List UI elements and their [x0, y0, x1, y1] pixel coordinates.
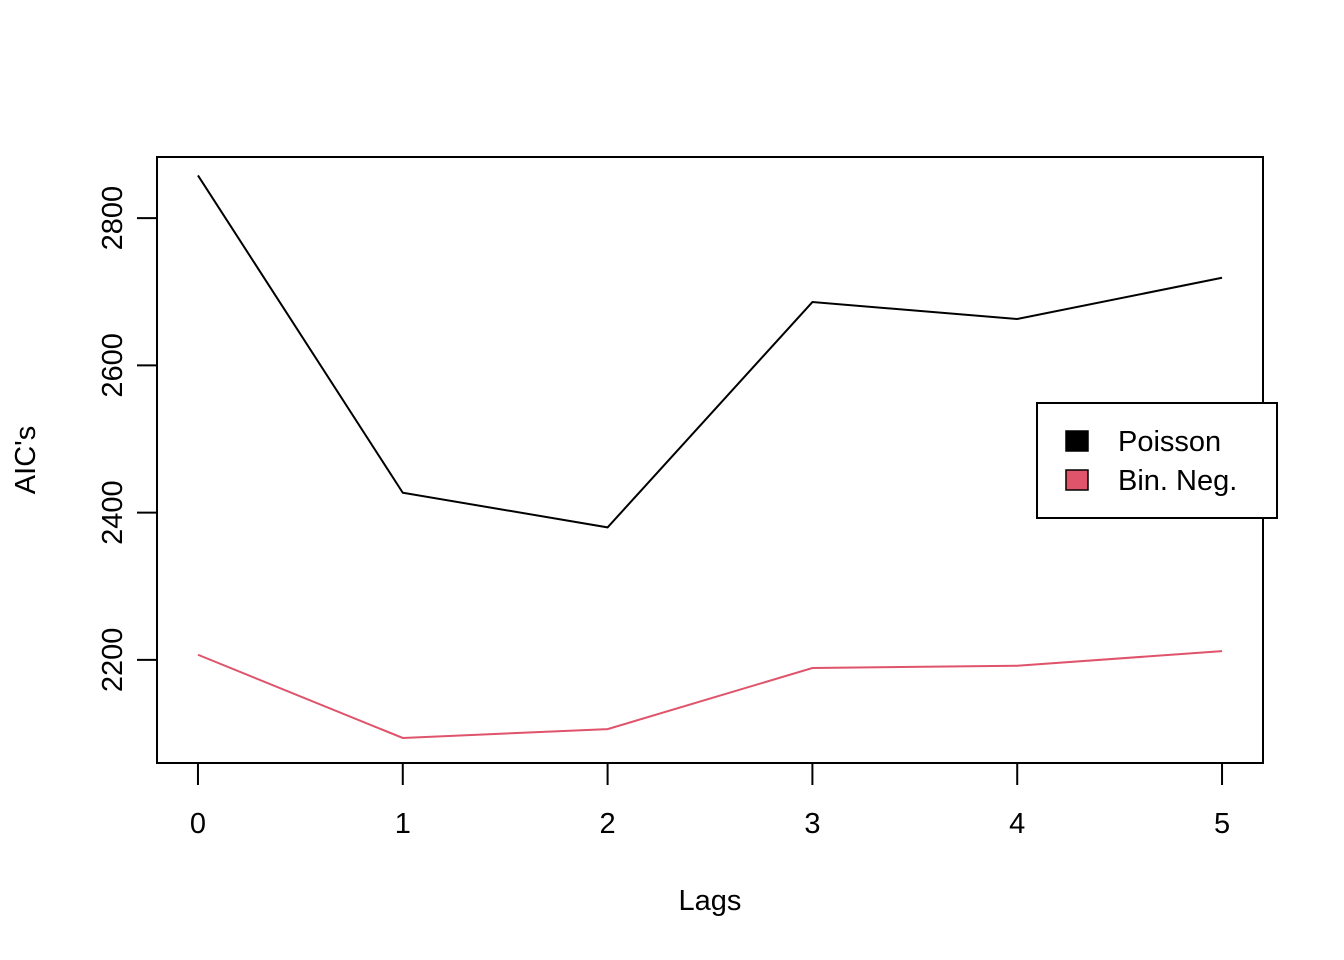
- legend-label: Bin. Neg.: [1118, 465, 1237, 497]
- legend-label: Poisson: [1118, 426, 1221, 458]
- x-tick-label: 4: [1009, 808, 1025, 840]
- y-tick-label: 2600: [97, 333, 129, 398]
- y-axis-label: AIC's: [10, 426, 42, 494]
- x-tick-label: 5: [1214, 808, 1230, 840]
- legend-swatch: [1065, 430, 1089, 452]
- x-axis-label: Lags: [679, 885, 742, 917]
- line-series: [197, 650, 1223, 739]
- x-tick-label: 1: [395, 808, 411, 840]
- x-tick-label: 3: [804, 808, 820, 840]
- legend-swatch: [1065, 469, 1089, 491]
- y-tick-label: 2800: [97, 186, 129, 251]
- x-tick-label: 0: [190, 808, 206, 840]
- x-tick-label: 2: [600, 808, 616, 840]
- y-tick-label: 2400: [97, 480, 129, 545]
- legend-box: [1036, 402, 1278, 519]
- y-tick-label: 2200: [97, 628, 129, 693]
- line-series: [197, 174, 1223, 529]
